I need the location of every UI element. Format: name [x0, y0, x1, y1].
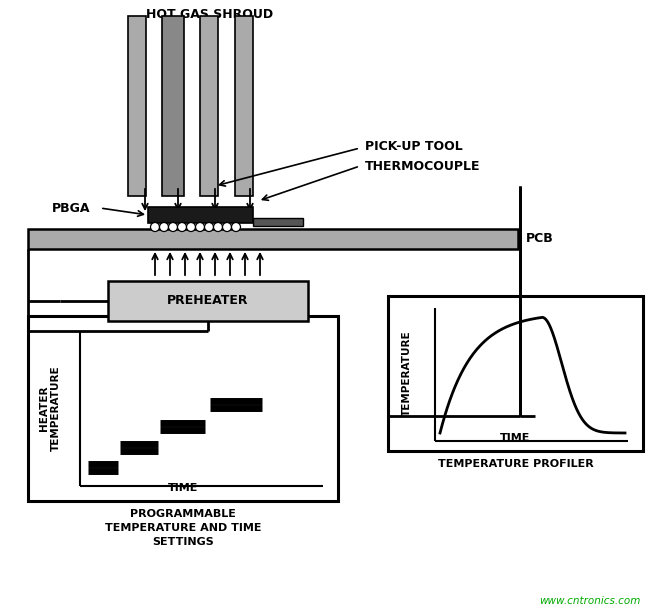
Text: THERMOCOUPLE: THERMOCOUPLE [365, 160, 480, 172]
Text: TIME: TIME [501, 433, 531, 443]
Text: HOT GAS SHROUD: HOT GAS SHROUD [146, 8, 274, 21]
Text: TEMPERATURE: TEMPERATURE [402, 331, 412, 416]
Bar [28, 229, 518, 249]
Text: PCB: PCB [526, 232, 554, 246]
Circle shape [168, 222, 178, 232]
Bar [28, 316, 338, 501]
Circle shape [187, 222, 195, 232]
Text: HEATER
TEMPERATURE: HEATER TEMPERATURE [39, 366, 61, 452]
Bar [235, 16, 253, 196]
Circle shape [195, 222, 205, 232]
Text: PREHEATER: PREHEATER [167, 294, 249, 307]
Circle shape [223, 222, 231, 232]
Bar [388, 296, 643, 451]
Text: PBGA: PBGA [52, 201, 91, 214]
Bar [148, 207, 253, 223]
Text: PICK-UP TOOL: PICK-UP TOOL [365, 139, 463, 153]
Text: www.cntronics.com: www.cntronics.com [539, 596, 640, 606]
Circle shape [160, 222, 168, 232]
Circle shape [213, 222, 223, 232]
Bar [200, 16, 218, 196]
Circle shape [150, 222, 160, 232]
Bar [162, 16, 184, 196]
Circle shape [231, 222, 240, 232]
Text: PROGRAMMABLE
TEMPERATURE AND TIME
SETTINGS: PROGRAMMABLE TEMPERATURE AND TIME SETTIN… [105, 509, 261, 547]
Bar [253, 218, 303, 226]
Bar [128, 16, 146, 196]
Circle shape [178, 222, 187, 232]
Circle shape [205, 222, 213, 232]
Text: TIME: TIME [168, 483, 198, 493]
Text: TEMPERATURE PROFILER: TEMPERATURE PROFILER [437, 459, 593, 469]
Bar [108, 281, 308, 321]
